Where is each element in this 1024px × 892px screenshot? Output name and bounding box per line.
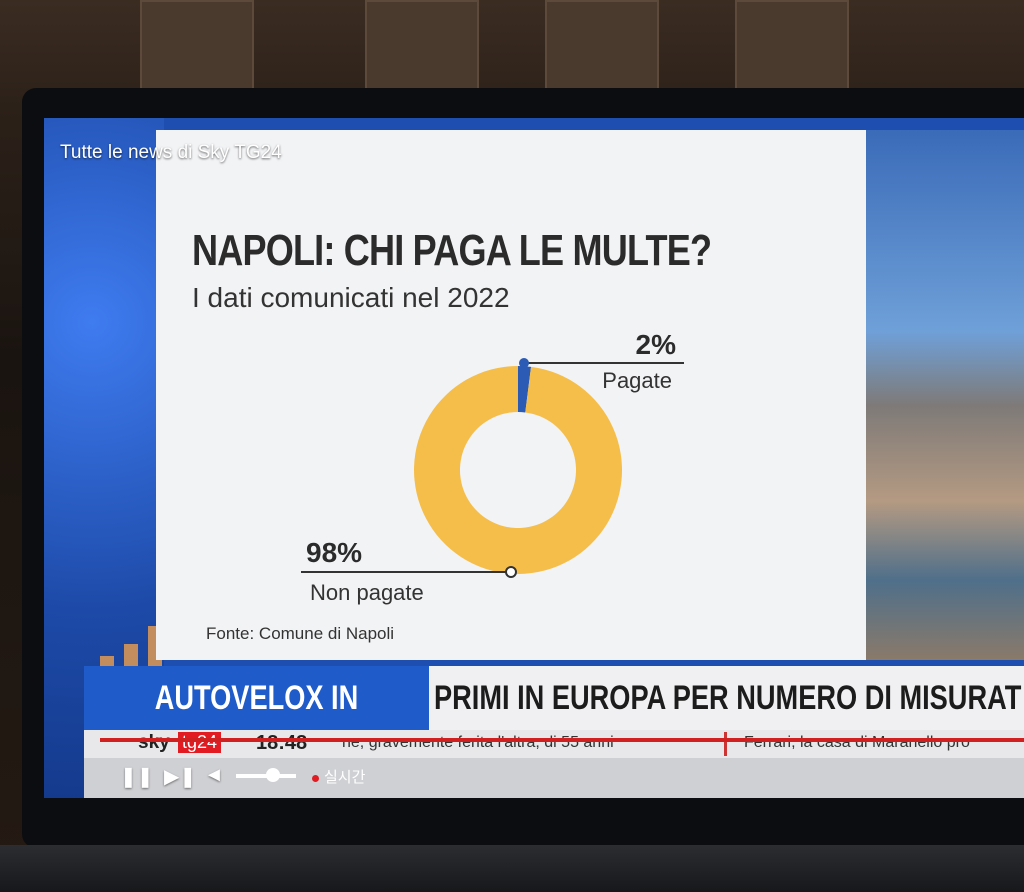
naples-photo <box>866 130 1024 660</box>
channel-overlay-title[interactable]: Tutte le news di Sky TG24 <box>60 142 282 163</box>
skip-next-icon[interactable]: ▶❚ <box>164 766 197 788</box>
laptop-base <box>0 845 1024 892</box>
donut-chart: 2% Pagate 98% Non pagate <box>301 329 684 605</box>
tg24-badge: tg24 <box>178 732 222 753</box>
ticker-news-item: ne, gravemente ferita l'altra, di 55 ann… <box>342 734 614 751</box>
donut-slice-non-pagate <box>414 366 623 574</box>
chart-title: NAPOLI: CHI PAGA LE MULTE? <box>192 226 712 275</box>
live-label: 실시간 <box>312 766 365 787</box>
lower-third: AUTOVELOX IN ITALIA PRIMI IN EUROPA PER … <box>84 666 1024 781</box>
callout-dot-pagate <box>519 358 529 368</box>
ticker-news-item: Ferrari, la casa di Maranello pro <box>744 734 970 751</box>
lower-third-headline: PRIMI IN EUROPA PER NUMERO DI MISURAT <box>434 679 1022 717</box>
donut-group <box>414 366 623 574</box>
shelf-panel <box>365 0 479 99</box>
ticker-time: 18:48 <box>256 732 308 754</box>
data-label-pagate: Pagate <box>602 368 672 393</box>
volume-icon[interactable]: ◄ <box>204 764 224 786</box>
data-label-non-pagate: Non pagate <box>310 580 424 605</box>
player-controls: ❚❚ ▶❚ ◄ 실시간 <box>84 758 1024 798</box>
volume-slider-handle[interactable] <box>266 768 280 782</box>
lower-third-topic: AUTOVELOX IN ITALIA <box>84 666 429 781</box>
data-label-pagate-pct: 2% <box>636 329 677 360</box>
progress-bar[interactable] <box>100 738 1024 742</box>
ticker-separator <box>724 732 727 756</box>
chart-source: Fonte: Comune di Napoli <box>206 624 395 643</box>
shelf-panel <box>545 0 659 99</box>
callout-dot-non-pagate <box>505 566 517 578</box>
sky-logo: sky <box>138 732 170 753</box>
infographic-slide: NAPOLI: CHI PAGA LE MULTE? I dati comuni… <box>156 130 866 660</box>
pause-icon[interactable]: ❚❚ <box>120 766 154 788</box>
data-label-non-pagate-pct: 98% <box>306 537 362 568</box>
shelf-panel <box>735 0 849 99</box>
shelf-panel <box>140 0 254 99</box>
tv-screen: NAPOLI: CHI PAGA LE MULTE? I dati comuni… <box>44 118 1024 798</box>
donut-slice-pagate <box>518 366 532 413</box>
chart-subtitle: I dati comunicati nel 2022 <box>192 282 510 313</box>
news-ticker: sky tg24 18:48 ne, gravemente ferita l'a… <box>84 730 1024 758</box>
